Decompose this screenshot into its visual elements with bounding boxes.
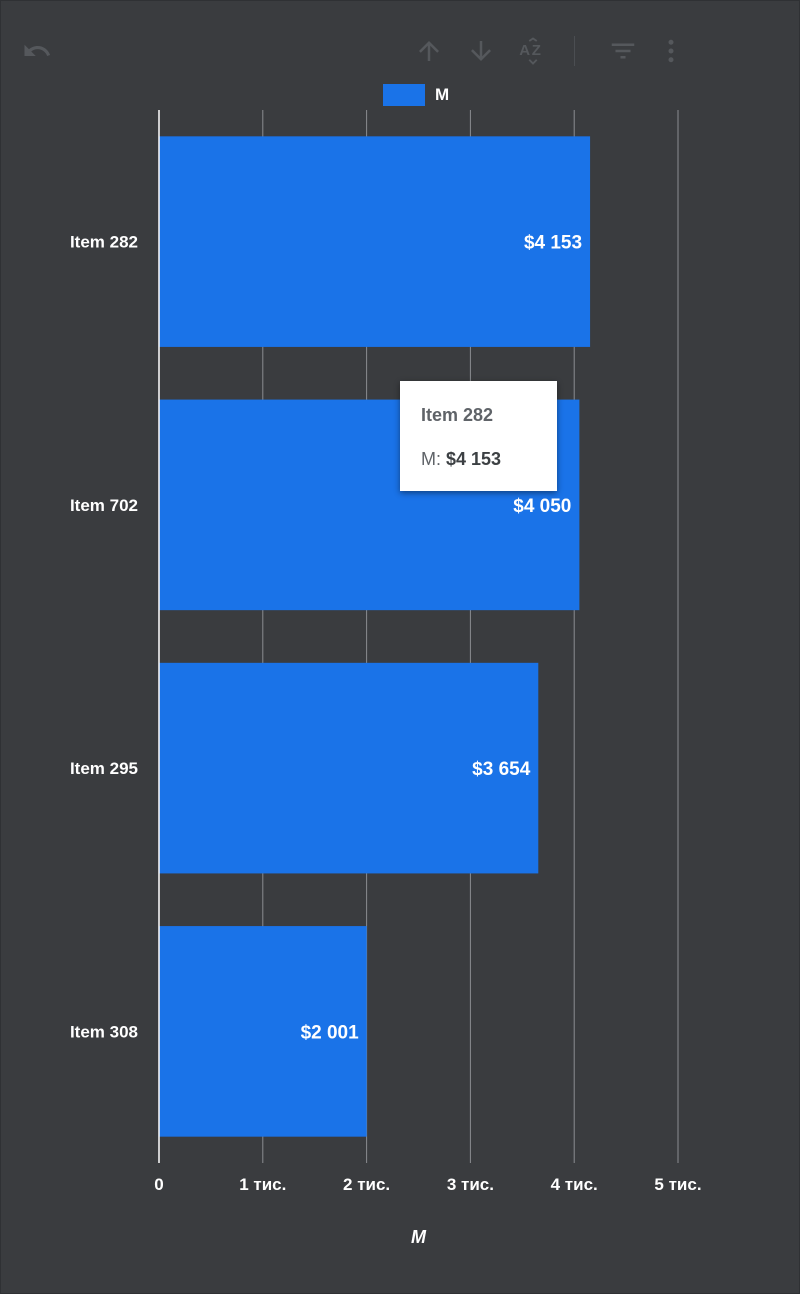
bar[interactable] bbox=[159, 926, 367, 1137]
x-tick-label: 1 тис. bbox=[239, 1175, 286, 1194]
x-tick-label: 3 тис. bbox=[447, 1175, 494, 1194]
sort-alphabetical-icon[interactable]: A Z bbox=[518, 36, 548, 66]
x-tick-label: 5 тис. bbox=[654, 1175, 701, 1194]
bar[interactable] bbox=[159, 136, 591, 347]
legend-label: M bbox=[435, 85, 450, 104]
sort-ascending-icon[interactable] bbox=[414, 36, 444, 66]
bar-value-label: $4 153 bbox=[524, 233, 582, 254]
category-label: Item 295 bbox=[70, 759, 138, 778]
category-label: Item 702 bbox=[70, 496, 138, 515]
category-label: Item 282 bbox=[70, 233, 138, 252]
tooltip-value: $4 153 bbox=[446, 449, 502, 469]
more-vert-icon[interactable] bbox=[656, 36, 686, 66]
chart-toolbar: A Z bbox=[0, 0, 800, 100]
tooltip: Item 282 M: $4 153 bbox=[400, 381, 557, 491]
toolbar-separator bbox=[574, 36, 575, 66]
svg-text:Z: Z bbox=[532, 42, 541, 59]
legend-swatch bbox=[383, 84, 425, 106]
bar-value-label: $2 001 bbox=[301, 1022, 360, 1043]
x-tick-label: 2 тис. bbox=[343, 1175, 390, 1194]
x-axis-title: M bbox=[411, 1227, 427, 1247]
bar-value-label: $4 050 bbox=[513, 496, 571, 517]
tooltip-title: Item 282 bbox=[421, 405, 494, 425]
x-tick-label: 0 bbox=[154, 1175, 163, 1194]
legend[interactable]: M bbox=[383, 82, 449, 108]
bar-value-label: $3 654 bbox=[472, 759, 531, 780]
tooltip-series-label: M: bbox=[421, 449, 441, 469]
tooltip-line: M: $4 153 bbox=[421, 449, 501, 470]
filter-icon[interactable] bbox=[608, 36, 638, 66]
category-label: Item 308 bbox=[70, 1022, 138, 1041]
svg-text:A: A bbox=[519, 42, 530, 59]
undo-icon[interactable] bbox=[22, 36, 52, 66]
sort-descending-icon[interactable] bbox=[466, 36, 496, 66]
bar[interactable] bbox=[159, 662, 539, 874]
x-tick-label: 4 тис. bbox=[551, 1175, 598, 1194]
